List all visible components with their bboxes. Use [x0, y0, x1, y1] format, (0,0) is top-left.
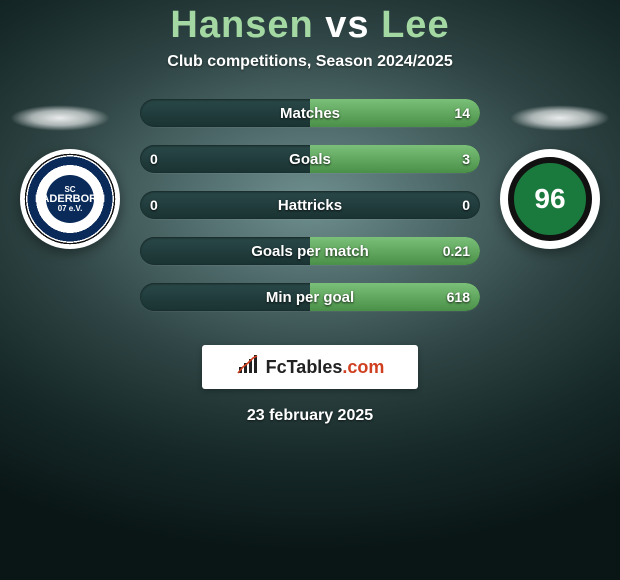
comparison-bars: Matches 14 0 Goals 3 0 Hattricks 0 Goals per mat… [140, 99, 480, 311]
page-title: Hansen vs Lee [170, 4, 449, 47]
bar-fill-right [310, 145, 480, 173]
club-crest-left: SC PADERBORN 07 e.V. [20, 149, 120, 249]
comparison-bar: 0 Hattricks 0 [140, 191, 480, 219]
bar-label: Matches [280, 105, 340, 122]
player1-name: Hansen [170, 4, 313, 46]
footer-date: 23 february 2025 [247, 407, 373, 425]
crest-right-text: 96 [534, 183, 565, 215]
comparison-bar: Goals per match 0.21 [140, 237, 480, 265]
crest-left-line3: 07 e.V. [58, 205, 83, 213]
bar-value-right: 0 [462, 197, 470, 213]
bar-label: Goals per match [251, 243, 369, 260]
bar-value-right: 618 [447, 289, 470, 305]
bar-value-right: 3 [462, 151, 470, 167]
brand-suffix: .com [342, 357, 384, 377]
crest-left-inner: SC PADERBORN 07 e.V. [46, 175, 94, 223]
comparison-bar: 0 Goals 3 [140, 145, 480, 173]
bar-chart-icon [236, 353, 260, 382]
crest-shadow-right [510, 105, 610, 131]
comparison-bar: Min per goal 618 [140, 283, 480, 311]
bar-label: Goals [289, 151, 331, 168]
bar-value-right: 14 [454, 105, 470, 121]
brand-text: FcTables.com [266, 357, 385, 378]
vs-text: vs [325, 4, 369, 46]
comparison-bar: Matches 14 [140, 99, 480, 127]
bar-value-left: 0 [150, 197, 158, 213]
comparison-panel: SC PADERBORN 07 e.V. 96 Matches 14 0 Goals 3… [0, 99, 620, 329]
brand-badge: FcTables.com [202, 345, 418, 389]
crest-left-line2: PADERBORN [35, 194, 105, 205]
content-root: Hansen vs Lee Club competitions, Season … [0, 0, 620, 580]
player2-name: Lee [381, 4, 449, 46]
brand-name: FcTables [266, 357, 343, 377]
bar-label: Min per goal [266, 289, 354, 306]
subtitle: Club competitions, Season 2024/2025 [167, 53, 452, 71]
bar-value-left: 0 [150, 151, 158, 167]
bar-value-right: 0.21 [443, 243, 470, 259]
club-crest-right: 96 [500, 149, 600, 249]
crest-right-ring: 96 [508, 157, 592, 241]
bar-label: Hattricks [278, 197, 342, 214]
crest-shadow-left [10, 105, 110, 131]
